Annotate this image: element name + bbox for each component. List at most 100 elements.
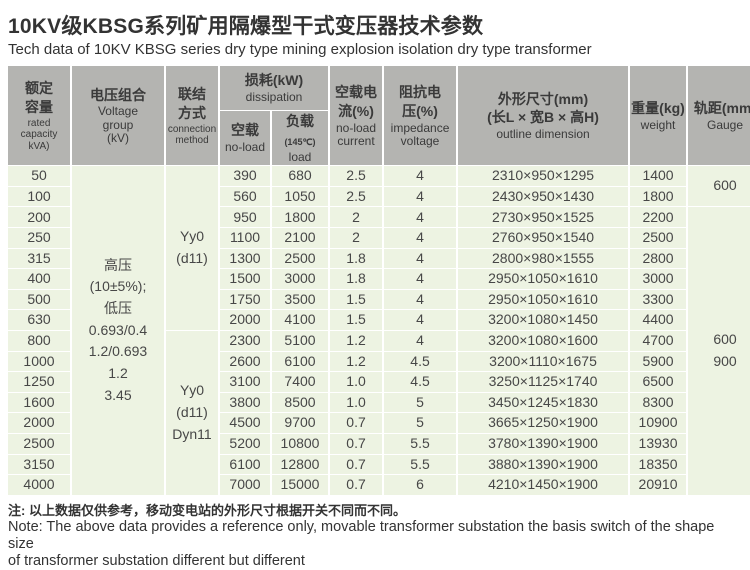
cell-dimensions: 2950×1050×1610 [458, 289, 629, 310]
footnote-zh: 注: 以上数据仅供参考，移动变电站的外形尺寸根据开关不同而不同。 [8, 502, 406, 518]
col-header-capacity-zh: 额定 容量 [25, 80, 53, 116]
cell-capacity: 250 [8, 228, 70, 248]
cell-weight: 3300 [630, 289, 687, 310]
cell-load-loss: 3000 [272, 269, 329, 289]
header-row-2: 空载 no-load 负载(145℃) load [8, 111, 750, 166]
cell-load-loss: 6100 [272, 351, 329, 372]
cell-capacity: 1250 [8, 372, 70, 392]
cell-noload-loss: 2000 [220, 310, 270, 330]
cell-dimensions: 3200×1080×1600 [458, 330, 629, 351]
cell-noload-loss: 6100 [220, 454, 270, 475]
cell-noload-loss: 560 [220, 186, 270, 207]
cell-dimensions: 3250×1125×1740 [458, 372, 629, 392]
cell-capacity: 1600 [8, 392, 70, 413]
col-header-dissipation-load-en: load [288, 149, 312, 164]
cell-weight: 13930 [630, 433, 687, 454]
col-header-dimensions-zh: 外形尺寸(mm) (长L × 宽B × 高H) [487, 90, 599, 126]
col-header-dissipation-noload: 空载 no-load [220, 111, 270, 166]
cell-load-loss: 15000 [272, 475, 329, 495]
table-row: 630 2000 4100 1.5 4 3200×1080×1450 4400 [8, 310, 750, 330]
col-header-dissipation-en: dissipation [245, 90, 303, 105]
col-header-dissipation: 损耗(kW) dissipation [220, 66, 329, 110]
footnote-en-line2: of transformer substation different but … [8, 553, 305, 570]
footnotes: 注: 以上数据仅供参考，移动变电站的外形尺寸根据开关不同而不同。 Note: T… [8, 503, 744, 570]
table-row: 100 560 1050 2.5 4 2430×950×1430 1800 [8, 186, 750, 207]
cell-load-loss: 2500 [272, 248, 329, 269]
table-row: 1600 3800 8500 1.0 5 3450×1245×1830 8300 [8, 392, 750, 413]
cell-impedance-voltage: 4 [384, 228, 457, 248]
cell-weight: 1800 [630, 186, 687, 207]
col-header-capacity-en: rated capacity kVA) [20, 118, 58, 152]
cell-noload-loss: 1300 [220, 248, 270, 269]
cell-noload-current: 1.0 [330, 372, 383, 392]
cell-load-loss: 8500 [272, 392, 329, 413]
cell-load-loss: 7400 [272, 372, 329, 392]
cell-impedance-voltage: 4 [384, 207, 457, 227]
cell-impedance-voltage: 5 [384, 392, 457, 413]
cell-impedance-voltage: 5.5 [384, 433, 457, 454]
cell-noload-loss: 7000 [220, 475, 270, 495]
cell-impedance-voltage: 4.5 [384, 351, 457, 372]
cell-noload-loss: 5200 [220, 433, 270, 454]
cell-dimensions: 3880×1390×1900 [458, 454, 629, 475]
cell-noload-loss: 1500 [220, 269, 270, 289]
cell-dimensions: 3200×1110×1675 [458, 351, 629, 372]
cell-noload-current: 1.0 [330, 392, 383, 413]
cell-noload-loss: 390 [220, 166, 270, 186]
cell-load-loss: 10800 [272, 433, 329, 454]
table-row: 1000 2600 6100 1.2 4.5 3200×1110×1675 5900 [8, 351, 750, 372]
col-header-connection: 联结 方式 connection method [166, 66, 218, 166]
col-header-voltage: 电压组合 Voltage group (kV) [72, 66, 164, 166]
col-header-voltage-en: Voltage group (kV) [97, 104, 139, 146]
cell-dimensions: 4210×1450×1900 [458, 475, 629, 495]
cell-capacity: 800 [8, 330, 70, 351]
col-header-connection-zh: 联结 方式 [178, 86, 206, 121]
table-row: 400 1500 3000 1.8 4 2950×1050×1610 3000 [8, 269, 750, 289]
spec-table-body: 50 高压 (10±5%); 低压 0.693/0.4 1.2/0.693 1.2… [8, 166, 750, 495]
col-header-noload-current: 空载电 流(%) no-load current [330, 66, 383, 166]
spec-table: 额定 容量 rated capacity kVA) 电压组合 Voltage g… [6, 65, 750, 496]
cell-impedance-voltage: 4 [384, 289, 457, 310]
col-header-gauge-en: Gauge [707, 117, 744, 132]
cell-weight: 18350 [630, 454, 687, 475]
cell-noload-current: 2.5 [330, 186, 383, 207]
page-title: 10KV级KBSG系列矿用隔爆型干式变压器技术参数 [8, 15, 484, 38]
table-row: 250 1100 2100 2 4 2760×950×1540 2500 [8, 228, 750, 248]
table-row: 2000 4500 9700 0.7 5 3665×1250×1900 10900 [8, 413, 750, 433]
footnote-en-line1: Note: The above data provides a referenc… [8, 518, 715, 553]
col-header-dimensions-en: outline dimension [496, 127, 590, 142]
cell-dimensions: 2430×950×1430 [458, 186, 629, 207]
cell-weight: 4700 [630, 330, 687, 351]
cell-noload-loss: 3100 [220, 372, 270, 392]
cell-capacity: 4000 [8, 475, 70, 495]
col-header-dimensions: 外形尺寸(mm) (长L × 宽B × 高H) outline dimensio… [458, 66, 629, 166]
cell-weight: 20910 [630, 475, 687, 495]
header-row-1: 额定 容量 rated capacity kVA) 电压组合 Voltage g… [8, 66, 750, 166]
cell-capacity: 2500 [8, 433, 70, 454]
cell-noload-current: 1.2 [330, 330, 383, 351]
cell-dimensions: 3450×1245×1830 [458, 392, 629, 413]
table-row: 800 Yy0 (d11) Dyn11 2300 5100 1.2 4 3200×1080×… [8, 330, 750, 495]
cell-load-loss: 680 [272, 166, 329, 186]
cell-capacity: 100 [8, 186, 70, 207]
cell-impedance-voltage: 4 [384, 330, 457, 351]
cell-noload-current: 0.7 [330, 475, 383, 495]
cell-dimensions: 2950×1050×1610 [458, 269, 629, 289]
cell-noload-loss: 1100 [220, 228, 270, 248]
col-header-dissipation-noload-en: no-load [224, 140, 266, 155]
cell-weight: 1400 [630, 166, 687, 186]
cell-capacity: 50 [8, 166, 70, 186]
col-header-noload-current-en: no-load current [336, 120, 377, 148]
cell-voltage-group: 高压 (10±5%); 低压 0.693/0.4 1.2/0.693 1.2 3… [72, 166, 164, 495]
cell-noload-current: 0.7 [330, 454, 383, 475]
cell-weight: 4400 [630, 310, 687, 330]
cell-load-loss: 3500 [272, 289, 329, 310]
table-row: 50 高压 (10±5%); 低压 0.693/0.4 1.2/0.693 1.2… [8, 166, 750, 495]
cell-capacity: 630 [8, 310, 70, 330]
cell-load-loss: 1050 [272, 186, 329, 207]
cell-load-loss: 4100 [272, 310, 329, 330]
load-temp-note: (145℃) [284, 136, 316, 147]
col-header-weight-en: weight [640, 117, 676, 132]
col-header-voltage-zh: 电压组合 [90, 86, 146, 103]
